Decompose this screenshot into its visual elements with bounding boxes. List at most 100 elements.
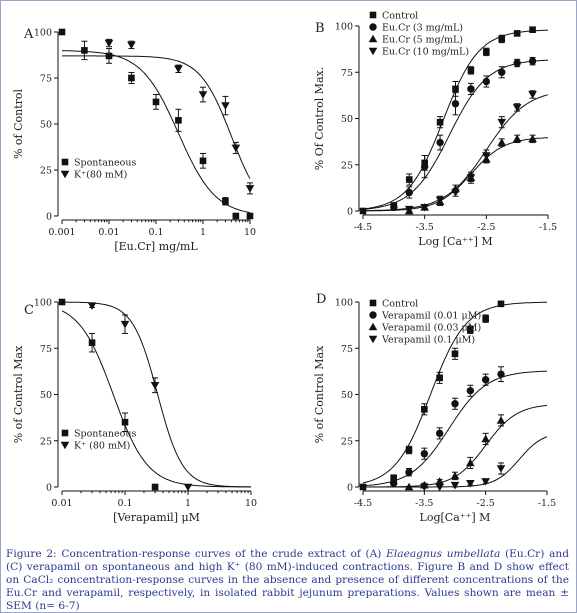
data-point (405, 176, 413, 183)
x-tick-label: 1 (200, 227, 206, 238)
y-tick-label: 25 (341, 436, 353, 447)
data-point (245, 185, 255, 193)
fit-curve (363, 137, 549, 212)
data-point (199, 157, 207, 165)
data-point (482, 152, 491, 160)
data-point (512, 104, 522, 112)
legend-marker (60, 441, 70, 450)
legend-marker (61, 158, 69, 166)
data-point (420, 162, 429, 171)
series-2 (362, 56, 549, 211)
y-tick-label: 25 (40, 166, 52, 177)
y-tick-label: 75 (40, 344, 52, 355)
data-point (246, 212, 254, 220)
series-4 (363, 90, 549, 214)
data-point (482, 315, 489, 322)
data-point (466, 174, 476, 182)
data-point (436, 374, 443, 382)
fit-curve (61, 310, 251, 488)
data-point (451, 189, 460, 197)
legend-label: Verapamil (0.03 μM) (381, 323, 481, 334)
panel-d: 0 25 50 75 100 -4.5 -3.5 -2.5 -1.5 Log[Ca⁺⁺] M % o… (313, 292, 556, 524)
legend-label: K⁺(80 mM) (74, 170, 127, 181)
data-point (128, 74, 135, 82)
data-point (127, 41, 136, 50)
data-point (198, 91, 208, 99)
data-point (436, 118, 444, 126)
data-point (481, 434, 490, 443)
x-tick-label: -3.5 (415, 498, 433, 509)
legend-label: K⁺ (80 mM) (74, 441, 130, 452)
data-point (81, 47, 88, 54)
data-point (150, 381, 160, 390)
x-tick-label: -2.5 (477, 222, 495, 233)
data-point (497, 138, 507, 146)
data-point (467, 67, 475, 74)
data-point (466, 480, 475, 488)
y-tick-label: 75 (341, 344, 353, 355)
data-point (466, 387, 475, 395)
legend-marker (61, 429, 69, 437)
fit-curve (362, 301, 547, 484)
x-tick-label: -4.5 (354, 498, 372, 509)
legend-marker (368, 47, 378, 56)
y-tick-label: 50 (341, 390, 353, 401)
data-point (528, 134, 537, 143)
x-tick-label: -2.5 (477, 498, 495, 509)
legend-marker (369, 11, 377, 19)
x-tick-label: 0.1 (117, 498, 132, 509)
data-point (58, 28, 66, 36)
x-tick-label: 0.001 (48, 227, 75, 238)
legend-marker (369, 311, 377, 319)
data-point (451, 100, 460, 108)
y-axis-label: % of Control (12, 88, 25, 159)
data-point (529, 26, 536, 33)
y-tick-label: 75 (40, 74, 52, 85)
y-axis-label: % of Control Max (313, 345, 326, 443)
x-tick-label: 0.01 (98, 227, 119, 238)
y-tick-label: 0 (46, 483, 52, 494)
data-point (104, 39, 114, 48)
x-tick-label: 10 (245, 498, 257, 509)
data-point (452, 85, 459, 93)
x-axis-label: Log [Ca⁺⁺] M (418, 235, 492, 248)
data-point (450, 471, 460, 480)
y-tick-label: 50 (40, 390, 52, 401)
series-2 (362, 366, 548, 487)
x-tick-label: -1.5 (538, 498, 556, 509)
data-point (483, 48, 490, 56)
data-point (390, 474, 397, 482)
x-axis-label: [Verapamil] μM (113, 511, 200, 524)
y-tick-label: 100 (335, 298, 353, 309)
x-tick-label: -1.5 (539, 222, 557, 233)
data-point (222, 197, 229, 205)
data-point (528, 57, 537, 65)
panel-letter: C (24, 303, 34, 318)
legend-label: Eu.Cr (3 mg/mL) (382, 23, 463, 34)
legend-marker (368, 322, 378, 331)
data-point (513, 30, 521, 37)
legend-label: Control (382, 299, 418, 310)
data-point (436, 138, 444, 147)
series-2 (62, 301, 251, 492)
data-point (481, 478, 490, 486)
data-point (87, 302, 97, 310)
x-tick-label: 10 (244, 227, 256, 238)
y-tick-label: 0 (46, 212, 52, 223)
y-tick-label: 100 (335, 22, 353, 33)
data-point (450, 481, 460, 490)
data-point (121, 418, 129, 426)
x-tick-label: -4.5 (354, 222, 372, 233)
legend-label: Spontaneous (74, 158, 136, 169)
data-point (435, 429, 444, 438)
series-2 (62, 38, 255, 195)
legend-marker (369, 299, 377, 307)
data-point (120, 320, 130, 329)
fit-curve (62, 301, 251, 488)
data-point (497, 300, 505, 308)
data-point (420, 483, 429, 492)
panel-letter: D (316, 292, 326, 307)
